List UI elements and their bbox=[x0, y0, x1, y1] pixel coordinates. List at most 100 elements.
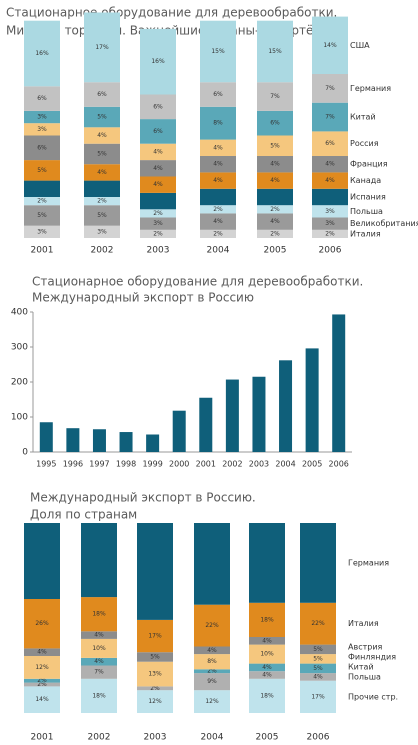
bar-segment bbox=[249, 523, 285, 603]
bar-segment bbox=[24, 523, 60, 599]
bar-segment bbox=[24, 225, 60, 238]
value-label: 4% bbox=[94, 632, 104, 639]
legend-label: Австрия bbox=[348, 642, 383, 651]
bar bbox=[119, 432, 133, 452]
x-tick-label: 2005 bbox=[264, 246, 287, 256]
chart-title: Стационарное оборудование для деревообра… bbox=[6, 6, 337, 20]
bar-segment bbox=[194, 690, 230, 713]
bar bbox=[332, 314, 346, 452]
value-label: 6% bbox=[153, 103, 163, 110]
value-label: 5% bbox=[97, 150, 107, 157]
value-label: 5% bbox=[313, 655, 323, 662]
bar-segment bbox=[84, 143, 120, 165]
bar-segment bbox=[140, 160, 176, 177]
bar-segment bbox=[24, 180, 60, 197]
bar-segment bbox=[300, 680, 336, 713]
value-label: 16% bbox=[151, 58, 165, 65]
bar-segment bbox=[24, 686, 60, 713]
value-label: 7% bbox=[325, 114, 335, 121]
chart-title: Международный экспорт в Россию. bbox=[30, 491, 256, 505]
value-label: 2% bbox=[270, 206, 280, 213]
x-tick-label: 2006 bbox=[307, 733, 330, 743]
value-label: 14% bbox=[323, 42, 337, 49]
value-label: 16% bbox=[35, 50, 49, 57]
legend-label: Великобритания bbox=[350, 219, 418, 228]
bar-segment bbox=[257, 156, 293, 173]
bar-segment bbox=[249, 637, 285, 645]
x-tick-label: 2001 bbox=[31, 733, 54, 743]
bar-segment bbox=[200, 213, 236, 230]
value-label: 2% bbox=[37, 681, 47, 688]
value-label: 18% bbox=[92, 692, 106, 699]
bar-segment bbox=[81, 657, 117, 666]
value-label: 6% bbox=[37, 144, 47, 151]
value-label: 4% bbox=[153, 181, 163, 188]
bar bbox=[199, 397, 213, 452]
legend-label: Китай bbox=[348, 662, 374, 671]
legend-label: Польша bbox=[350, 207, 383, 216]
bar-segment bbox=[137, 652, 173, 662]
bar-segment bbox=[312, 172, 348, 189]
bar-segment bbox=[300, 673, 336, 681]
value-label: 4% bbox=[313, 673, 323, 680]
x-tick-label: 2004 bbox=[275, 460, 295, 469]
value-label: 26% bbox=[35, 620, 49, 627]
value-label: 3% bbox=[325, 208, 335, 215]
value-label: 13% bbox=[148, 671, 162, 678]
bar-segment bbox=[137, 523, 173, 620]
bar-segment bbox=[137, 619, 173, 653]
bar-segment bbox=[300, 523, 336, 603]
bar-segment bbox=[24, 123, 60, 136]
value-label: 4% bbox=[207, 647, 217, 654]
value-label: 14% bbox=[35, 696, 49, 703]
bar-segment bbox=[312, 16, 348, 75]
value-label: 2% bbox=[37, 198, 47, 205]
bar-segment bbox=[257, 110, 293, 136]
value-label: 4% bbox=[325, 161, 335, 168]
x-tick-label: 2000 bbox=[169, 460, 189, 469]
value-label: 5% bbox=[97, 212, 107, 219]
bar-segment bbox=[200, 205, 236, 214]
x-tick-label: 2006 bbox=[319, 246, 342, 256]
value-label: 3% bbox=[37, 228, 47, 235]
bar-segment bbox=[24, 682, 60, 687]
bar-segment bbox=[140, 119, 176, 144]
bar-segment bbox=[312, 188, 348, 206]
bar-segment bbox=[24, 135, 60, 161]
bar-segment bbox=[312, 156, 348, 173]
bar-segment bbox=[81, 597, 117, 632]
bar-segment bbox=[81, 631, 117, 639]
legend-label: Финляндия bbox=[348, 652, 396, 661]
value-label: 4% bbox=[97, 169, 107, 176]
value-label: 3% bbox=[153, 220, 163, 227]
bar-segment bbox=[194, 669, 230, 674]
bar-segment bbox=[300, 602, 336, 645]
bar-segment bbox=[24, 648, 60, 656]
bar-segment bbox=[84, 127, 120, 144]
legend-label: Китай bbox=[350, 113, 376, 122]
legend-label: Польша bbox=[348, 672, 381, 681]
value-label: 3% bbox=[97, 228, 107, 235]
chart-subtitle: Доля по странам bbox=[30, 508, 137, 522]
legend-label: Канада bbox=[350, 176, 381, 185]
x-tick-label: 1997 bbox=[89, 460, 109, 469]
value-label: 5% bbox=[313, 646, 323, 653]
x-tick-label: 2003 bbox=[147, 246, 170, 256]
bar-segment bbox=[137, 690, 173, 713]
value-label: 12% bbox=[148, 698, 162, 705]
value-label: 6% bbox=[153, 128, 163, 135]
x-tick-label: 2005 bbox=[256, 733, 279, 743]
value-label: 2% bbox=[213, 206, 223, 213]
bar-segment bbox=[249, 671, 285, 679]
bar-segment bbox=[140, 176, 176, 193]
bar-segment bbox=[24, 20, 60, 87]
bar-segment bbox=[24, 205, 60, 226]
bar-segment bbox=[81, 638, 117, 658]
bar-segment bbox=[257, 20, 293, 83]
bar-segment bbox=[257, 213, 293, 230]
bar bbox=[66, 428, 80, 452]
bar-segment bbox=[194, 523, 230, 605]
value-label: 2% bbox=[207, 668, 217, 675]
value-label: 6% bbox=[270, 120, 280, 127]
bar-segment bbox=[84, 197, 120, 206]
